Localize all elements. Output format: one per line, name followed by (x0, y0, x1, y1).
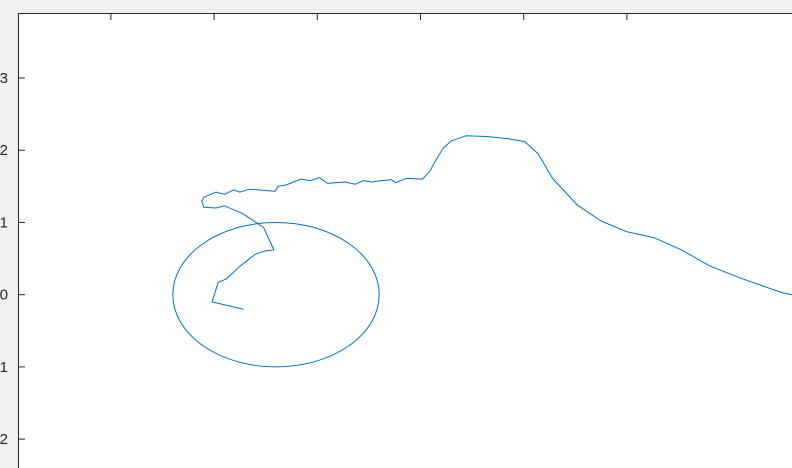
y-tick-label: 3 (0, 70, 8, 87)
series-line (201, 135, 792, 310)
y-tick-label: 2 (0, 142, 8, 159)
y-tick-label: 1 (0, 214, 8, 231)
y-tick-label: 1 (0, 359, 8, 376)
series-circle (172, 221, 380, 368)
tick-layer: 3 2 1 0 1 2 (0, 13, 628, 448)
series-layer (172, 135, 792, 368)
axis-layer (18, 13, 792, 468)
plot-area (18, 13, 792, 468)
y-tick-label: 2 (0, 431, 8, 448)
y-tick-label: 0 (0, 287, 8, 304)
